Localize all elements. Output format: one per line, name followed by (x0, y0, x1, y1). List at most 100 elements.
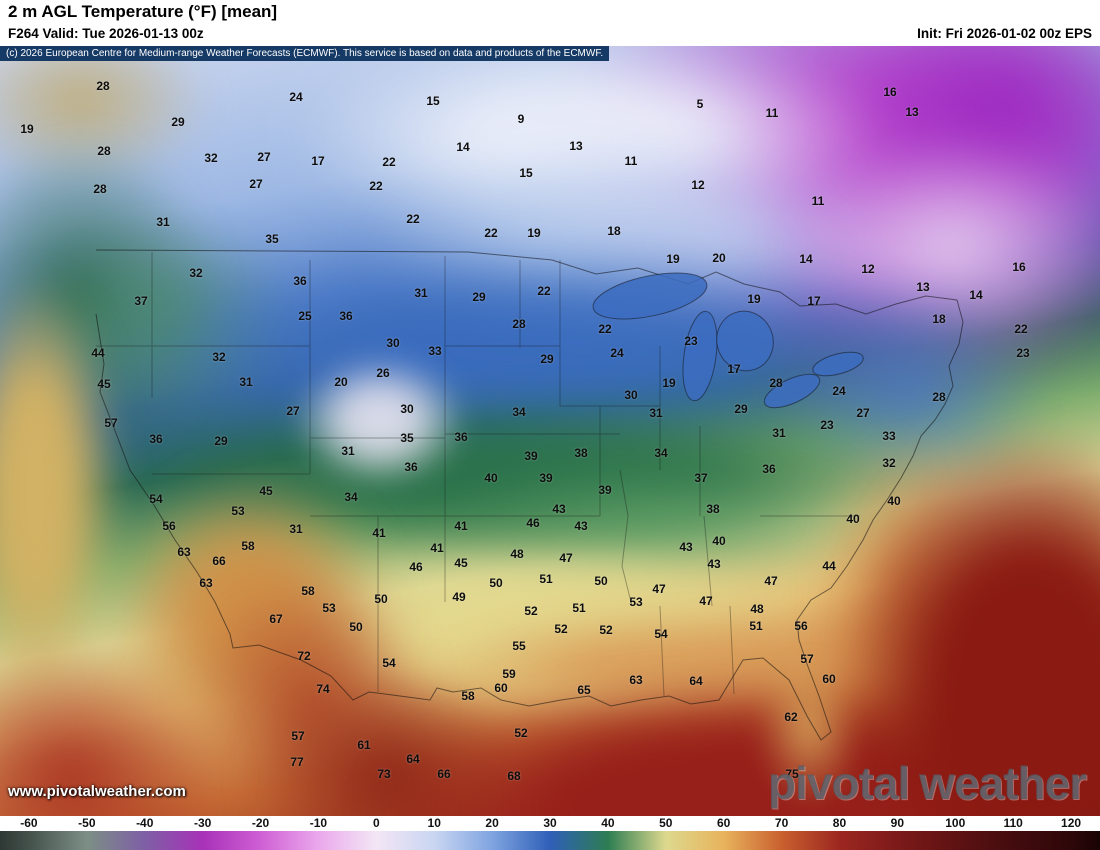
temp-label: 58 (461, 689, 475, 703)
temp-label: 73 (377, 767, 391, 781)
colorbar-tick-labels: -60 -50 -40 -30 -20 -10 0 10 20 30 40 50 60 70 80 90 100… (0, 816, 1100, 831)
temp-label: 27 (257, 150, 271, 164)
temp-label: 27 (286, 404, 300, 418)
temp-label: 72 (297, 649, 311, 663)
temp-label: 39 (524, 449, 538, 463)
temp-label: 15 (519, 166, 533, 180)
temp-label: 59 (502, 667, 516, 681)
temp-label: 45 (97, 377, 111, 391)
temp-label: 58 (301, 584, 315, 598)
temp-label: 29 (171, 115, 185, 129)
temp-label: 36 (293, 274, 307, 288)
temp-label: 51 (539, 572, 553, 586)
temp-label: 28 (97, 144, 111, 158)
temp-label: 17 (311, 154, 325, 168)
temp-label: 66 (437, 767, 451, 781)
temp-label: 47 (699, 594, 713, 608)
colorbar-tick-label: 110 (1003, 816, 1023, 830)
temp-label: 50 (489, 576, 503, 590)
temp-label: 67 (269, 612, 283, 626)
temp-label: 11 (811, 194, 825, 208)
temp-label: 34 (344, 490, 358, 504)
colorbar-tick-label: 30 (543, 816, 557, 830)
temp-label: 43 (574, 519, 588, 533)
temp-label: 53 (231, 504, 245, 518)
colorbar-tick-label: 120 (1061, 816, 1082, 830)
temp-label: 39 (539, 471, 553, 485)
temp-label: 31 (156, 215, 170, 229)
colorbar-tick-label: -20 (251, 816, 270, 830)
temp-label: 28 (96, 79, 110, 93)
temp-label: 12 (861, 262, 875, 276)
temp-label: 43 (679, 540, 693, 554)
temp-label: 22 (369, 179, 383, 193)
temp-label: 47 (652, 582, 666, 596)
temp-label: 68 (507, 769, 521, 783)
temp-label: 19 (527, 226, 541, 240)
temp-label: 63 (629, 673, 643, 687)
temp-label: 74 (316, 682, 330, 696)
temp-label: 19 (747, 292, 761, 306)
temp-label: 18 (607, 224, 621, 238)
temp-label: 40 (887, 494, 901, 508)
temp-label: 64 (406, 752, 420, 766)
temp-label: 47 (559, 551, 573, 565)
temp-label: 30 (624, 388, 638, 402)
temp-label: 51 (572, 601, 586, 615)
temp-label: 60 (822, 672, 836, 686)
temp-label: 33 (428, 344, 442, 358)
colorbar-tick-label: -40 (136, 816, 154, 830)
temp-label: 28 (769, 376, 783, 390)
temp-label: 13 (916, 280, 930, 294)
temp-label: 24 (832, 384, 846, 398)
temp-label: 32 (204, 151, 218, 165)
temp-label: 22 (382, 155, 396, 169)
temp-label: 36 (149, 432, 163, 446)
temp-label: 43 (552, 502, 566, 516)
temp-label: 48 (750, 602, 764, 616)
temp-label: 31 (341, 444, 355, 458)
temp-label: 38 (574, 446, 588, 460)
temp-label: 26 (376, 366, 390, 380)
temp-label: 19 (666, 252, 680, 266)
watermark-url: www.pivotalweather.com (8, 783, 186, 800)
colorbar-tick-label: 60 (716, 816, 731, 830)
temp-label: 22 (484, 226, 498, 240)
colorbar-tick-label: 20 (485, 816, 499, 830)
temperature-labels: 28 24 15 5 16 19 29 9 13 11 28 32 27 17 22 14 15 13 11 28 27… (0, 46, 1100, 816)
map-title: 2 m AGL Temperature (°F) [mean] (8, 2, 278, 21)
temp-label: 50 (374, 592, 388, 606)
temp-label: 11 (765, 106, 779, 120)
temp-label: 14 (799, 252, 813, 266)
temp-label: 52 (599, 623, 613, 637)
temp-label: 63 (177, 545, 191, 559)
temp-label: 20 (712, 251, 726, 265)
temp-label: 56 (794, 619, 808, 633)
colorbar-tick-label: 70 (774, 816, 789, 830)
temp-label: 40 (846, 512, 860, 526)
temp-label: 22 (406, 212, 420, 226)
temp-label: 53 (322, 601, 336, 615)
temp-label: 22 (598, 322, 612, 336)
temp-label: 24 (610, 346, 624, 360)
temp-label: 50 (349, 620, 363, 634)
temp-label: 25 (298, 309, 312, 323)
temp-label: 31 (772, 426, 786, 440)
temp-label: 57 (800, 652, 814, 666)
temp-label: 5 (696, 97, 704, 111)
temp-label: 35 (400, 431, 414, 445)
valid-time-label: F264 Valid: Tue 2026-01-13 00z (8, 26, 204, 41)
temp-label: 48 (510, 547, 524, 561)
temp-label: 11 (624, 154, 638, 168)
colorbar-gradient (0, 831, 1100, 850)
temp-label: 23 (684, 334, 698, 348)
temp-label: 64 (689, 674, 703, 688)
temp-label: 9 (517, 112, 525, 126)
temp-label: 29 (472, 290, 486, 304)
colorbar-tick-label: 50 (659, 816, 673, 830)
temp-label: 51 (749, 619, 763, 633)
temp-label: 44 (91, 346, 105, 360)
temperature-colorbar: -60 -50 -40 -30 -20 -10 0 10 20 30 40 50 60 70 80 90 100… (0, 816, 1100, 850)
temp-label: 40 (484, 471, 498, 485)
